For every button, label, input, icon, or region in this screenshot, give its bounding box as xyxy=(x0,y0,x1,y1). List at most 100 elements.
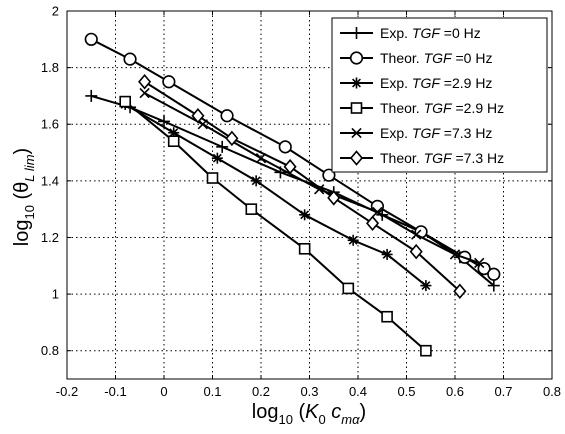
legend-marker-square xyxy=(350,102,363,114)
legend-label: Exp. TGF =2.9 Hz xyxy=(380,75,492,91)
series-5 xyxy=(139,87,485,269)
legend-label-var: TGF xyxy=(412,25,441,41)
legend-entry: Theor. TGF =0 Hz xyxy=(340,50,492,66)
data-point-circle xyxy=(123,52,137,66)
y-axis-label: log10 (θL lim) xyxy=(11,148,37,246)
data-point-asterisk xyxy=(250,175,262,187)
data-point-circle xyxy=(84,32,98,46)
legend-marker-circle xyxy=(349,51,364,65)
data-point-square xyxy=(167,135,180,148)
legend-marker-plus xyxy=(350,27,363,39)
series-6 xyxy=(138,74,467,299)
legend-label-suffix: =2.9 Hz xyxy=(452,100,505,116)
x-tick-label: 0.5 xyxy=(397,384,415,399)
data-point-diamond xyxy=(409,243,423,260)
data-point-square xyxy=(245,203,258,215)
data-point-asterisk xyxy=(211,152,223,164)
data-point-square xyxy=(119,95,131,108)
legend-label-var: TGF xyxy=(424,100,453,116)
legend-label-suffix: =0 Hz xyxy=(452,50,493,66)
legend-label: Exp. TGF =7.3 Hz xyxy=(380,125,492,141)
legend-box xyxy=(331,17,548,173)
ticks: -0.2 -0.1 0 0.1 0.2 0.3 0.4 0.5 0.6 0.7 0.8 0.8 1 1.2… xyxy=(41,4,561,400)
series-line xyxy=(144,92,480,264)
legend-marker-x xyxy=(351,127,362,139)
x-axis-label: log10 (K0 cmα) xyxy=(252,401,366,427)
x-axis-label-close: ) xyxy=(360,401,367,423)
data-point-plus xyxy=(85,89,98,102)
series-3 xyxy=(119,98,432,292)
y-axis-label-close: ) xyxy=(11,148,33,155)
y-tick-label: 1 xyxy=(52,287,59,302)
legend-entry: Theor. TGF =7.3 Hz xyxy=(340,150,504,166)
x-axis-label-var1-sub: 0 xyxy=(319,412,326,427)
x-tick-label: 0.7 xyxy=(494,384,512,399)
y-axis-label-var-sub: L lim xyxy=(22,154,37,181)
y-axis-label-sub: 10 xyxy=(22,205,37,219)
x-tick-label: 0.6 xyxy=(446,384,464,399)
x-tick-label: -0.2 xyxy=(56,384,78,399)
data-point-diamond xyxy=(366,215,380,232)
data-point-asterisk xyxy=(420,280,432,292)
legend-label-prefix: Theor. xyxy=(380,150,424,166)
legend-label-suffix: =0 Hz xyxy=(440,25,481,41)
data-point-diamond xyxy=(225,130,239,147)
data-point-plus xyxy=(158,115,170,128)
y-axis-label-open: (θ xyxy=(11,182,33,205)
legend-entry: Exp. TGF =0 Hz xyxy=(340,25,481,41)
legend-label-prefix: Theor. xyxy=(380,100,424,116)
y-tick-label: 1.2 xyxy=(41,230,59,245)
series-2 xyxy=(84,32,501,281)
legend-label-prefix: Exp. xyxy=(380,25,412,41)
data-point-square xyxy=(420,344,432,357)
series-line xyxy=(124,100,427,352)
data-point-plus xyxy=(216,140,229,153)
legend-label-prefix: Theor. xyxy=(380,50,424,66)
x-axis-label-var2: c xyxy=(331,401,341,423)
y-tick-label: 1.8 xyxy=(41,60,59,75)
x-tick-label: 0.1 xyxy=(203,384,221,399)
series-4 xyxy=(119,95,432,357)
x-axis-label-prefix: log xyxy=(252,401,279,423)
legend-label-suffix: =2.9 Hz xyxy=(440,75,493,91)
x-tick-label: -0.1 xyxy=(104,384,126,399)
data-point-asterisk xyxy=(347,234,359,246)
legend-label-var: TGF xyxy=(412,75,441,91)
series-line xyxy=(124,103,427,287)
x-axis-label-open: ( xyxy=(293,401,306,423)
legend-label-var: TGF xyxy=(424,150,453,166)
y-tick-label: 1.6 xyxy=(41,117,59,132)
x-axis-label-var1: K xyxy=(305,401,320,423)
legend-label-prefix: Exp. xyxy=(380,75,412,91)
data-point-square xyxy=(206,172,219,184)
x-axis-label-sub: 10 xyxy=(278,412,292,427)
legend-label-suffix: =7.3 Hz xyxy=(452,150,505,166)
legend-label: Theor. TGF =0 Hz xyxy=(380,50,492,66)
x-tick-label: 0.2 xyxy=(252,384,270,399)
legend-entry: Theor. TGF =2.9 Hz xyxy=(340,100,504,116)
data-point-diamond xyxy=(453,283,467,299)
legend-label: Exp. TGF =0 Hz xyxy=(380,25,481,41)
data-point-square xyxy=(381,310,393,323)
data-point-circle xyxy=(278,140,292,154)
series-group xyxy=(84,32,501,357)
data-point-x xyxy=(449,249,461,260)
legend-label-prefix: Exp. xyxy=(380,125,412,141)
legend-label: Theor. TGF =2.9 Hz xyxy=(380,100,504,116)
grid xyxy=(67,11,552,379)
x-tick-label: 0.8 xyxy=(543,384,561,399)
legend-label-suffix: =7.3 Hz xyxy=(440,125,493,141)
data-point-asterisk xyxy=(299,209,311,221)
data-point-circle xyxy=(162,75,176,89)
data-point-asterisk xyxy=(168,127,180,139)
data-point-x xyxy=(139,87,150,99)
x-axis-label-var2-sub: mα xyxy=(341,412,360,427)
data-point-diamond xyxy=(138,74,152,90)
legend-marker-asterisk xyxy=(351,77,362,89)
y-tick-label: 0.8 xyxy=(41,343,59,358)
data-point-circle xyxy=(487,267,501,281)
legend-label-var: TGF xyxy=(424,50,453,66)
legend-entry: Exp. TGF =7.3 Hz xyxy=(340,125,492,141)
